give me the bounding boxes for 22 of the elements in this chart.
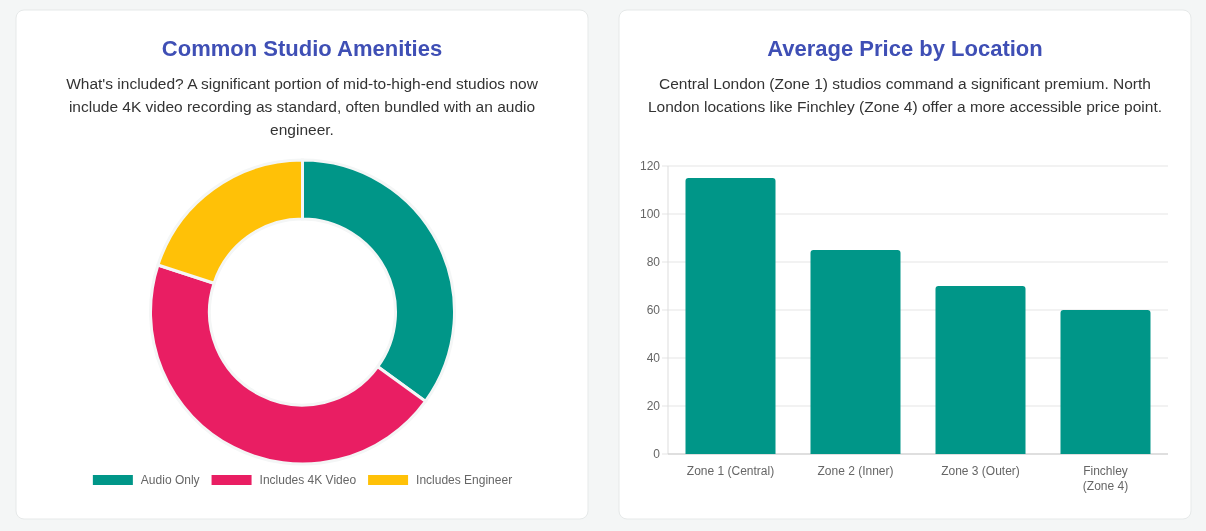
bar [1060,310,1151,454]
chart-title: Common Studio Amenities [161,36,443,61]
legend-label: Includes 4K Video [259,473,357,487]
y-tick-label: 120 [639,159,661,173]
x-tick-label: Zone 1 (Central) [686,464,775,478]
y-tick-label: 100 [639,207,661,221]
y-tick-label: 0 [653,447,661,461]
x-tick-label: Zone 3 (Outer) [941,464,1020,478]
x-tick-label: Zone 2 (Inner) [817,464,894,478]
chart-title: Average Price by Location [767,36,1043,61]
bar [935,286,1026,454]
legend-label: Includes Engineer [416,473,513,487]
chart-subtitle: What's included? A significant portion of mid-to-high-end studios now include 4K video recording as standard, often bundled with an audio engineer. [66,75,539,138]
y-tick-label: 80 [646,255,661,269]
bar [810,250,901,454]
bar [685,178,776,454]
x-tick-label: Finchley (Zone 4) [1082,464,1129,493]
legend-label: Audio Only [140,473,200,487]
y-tick-label: 60 [646,303,661,317]
chart-subtitle: Central London (Zone 1) studios command a significant premium. North London locations like Finchley (Zone 4) offer a more accessible price point. [647,75,1163,115]
y-tick-label: 20 [646,399,661,413]
y-tick-label: 40 [646,351,661,365]
